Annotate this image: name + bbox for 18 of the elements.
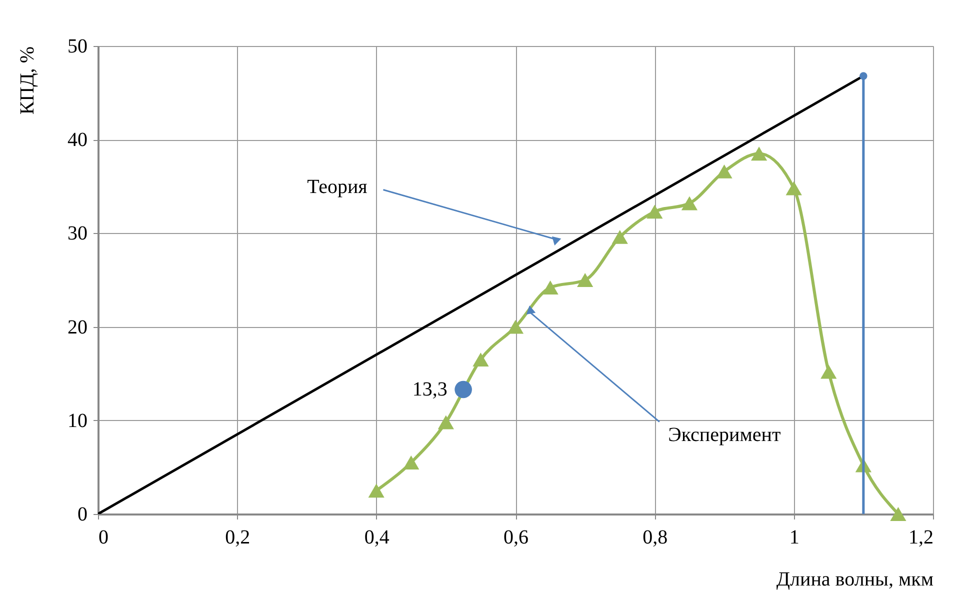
y-tick-label: 40 (68, 129, 88, 152)
x-tick-label: 0,8 (642, 526, 668, 548)
annotation: Теория (307, 176, 368, 198)
x-tick-label: 0,2 (225, 526, 250, 548)
x-axis-title: Длина волны, мкм (776, 568, 934, 590)
y-tick-label: 10 (68, 410, 88, 432)
y-axis-title: КПД, % (16, 46, 38, 115)
y-tick-label: 0 (78, 504, 88, 526)
y-tick-label: 30 (68, 222, 88, 245)
x-tick-label: 1,2 (908, 526, 934, 548)
y-tick-label: 20 (68, 316, 88, 338)
y-tick-label: 50 (68, 36, 88, 58)
x-tick-label: 0,6 (504, 526, 528, 548)
x-tick-label: 1 (789, 526, 800, 548)
data-label: 13,3 (412, 378, 448, 401)
x-tick-label: 0 (98, 526, 108, 548)
x-tick-label: 0,4 (364, 526, 390, 548)
annotation: Эксперимент (668, 424, 781, 446)
